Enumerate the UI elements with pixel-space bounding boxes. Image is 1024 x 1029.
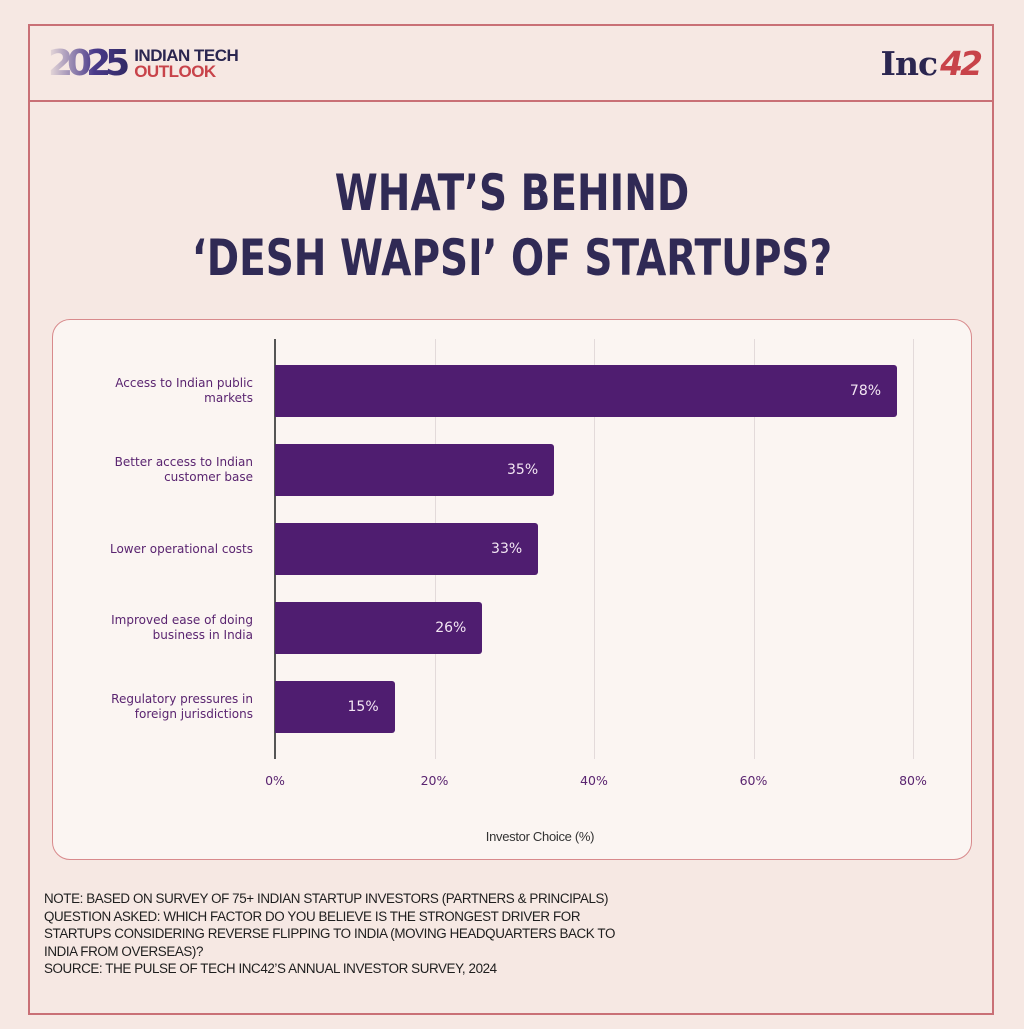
x-tick-label: 80% bbox=[899, 773, 927, 788]
outer-frame bbox=[28, 24, 994, 1015]
inc42-logo-inc: Inc bbox=[880, 44, 939, 83]
bar: 35% bbox=[275, 444, 555, 496]
inc42-logo: Inc 42 bbox=[880, 44, 983, 84]
bar-value-label: 33% bbox=[491, 541, 523, 557]
brand-line1: INDIAN TECH bbox=[134, 46, 239, 65]
category-label: Better access to Indian customer base bbox=[114, 455, 253, 484]
x-axis-title: Investor Choice (%) bbox=[485, 829, 595, 844]
bar-value-label: 35% bbox=[507, 462, 539, 478]
note-survey: NOTE: BASED ON SURVEY OF 75+ INDIAN STAR… bbox=[44, 891, 609, 906]
note-question-3: INDIA FROM OVERSEAS)? bbox=[44, 943, 204, 959]
bar: 78% bbox=[275, 365, 898, 417]
x-tick-label: 40% bbox=[580, 773, 608, 788]
category-label: Improved ease of doing business in India bbox=[111, 613, 253, 642]
brand-text: INDIAN TECH OUTLOOK bbox=[134, 46, 239, 81]
x-tick-label: 60% bbox=[739, 773, 768, 788]
bar-value-label: 78% bbox=[849, 383, 882, 399]
page-title-line2: ‘DESH WAPSI’ OF STARTUPS? bbox=[191, 229, 833, 287]
bar: 15% bbox=[275, 681, 395, 733]
gridline bbox=[913, 339, 914, 759]
inc42-logo-num: 42 bbox=[940, 44, 983, 83]
page-title-line1: WHAT’S BEHIND bbox=[334, 164, 690, 222]
x-tick-label: 0% bbox=[265, 773, 285, 788]
bar: 33% bbox=[275, 523, 539, 575]
brand-line2: OUTLOOK bbox=[134, 62, 216, 81]
category-label: Access to Indian public markets bbox=[115, 376, 253, 405]
bar-value-label: 15% bbox=[347, 699, 379, 715]
gridline bbox=[594, 339, 595, 759]
gridline bbox=[753, 339, 755, 759]
bar-value-label: 26% bbox=[435, 620, 467, 636]
footnotes: NOTE: BASED ON SURVEY OF 75+ INDIAN STAR… bbox=[44, 890, 764, 978]
category-label: Lower operational costs bbox=[109, 541, 253, 556]
indian-tech-outlook-logo: 2025 INDIAN TECH OUTLOOK bbox=[48, 44, 239, 84]
brand-year: 2025 bbox=[48, 46, 132, 82]
note-question-1: QUESTION ASKED: WHICH FACTOR DO YOU BELI… bbox=[44, 908, 581, 924]
y-axis-line bbox=[274, 339, 276, 759]
note-source: SOURCE: THE PULSE OF TECH INC42’S ANNUAL… bbox=[44, 961, 497, 977]
category-label: Regulatory pressures in foreign jurisdict… bbox=[111, 692, 253, 721]
header-divider bbox=[28, 100, 994, 102]
x-tick-label: 20% bbox=[420, 773, 449, 788]
note-question-2: STARTUPS CONSIDERING REVERSE FLIPPING TO… bbox=[44, 926, 615, 942]
bar: 26% bbox=[275, 602, 483, 654]
